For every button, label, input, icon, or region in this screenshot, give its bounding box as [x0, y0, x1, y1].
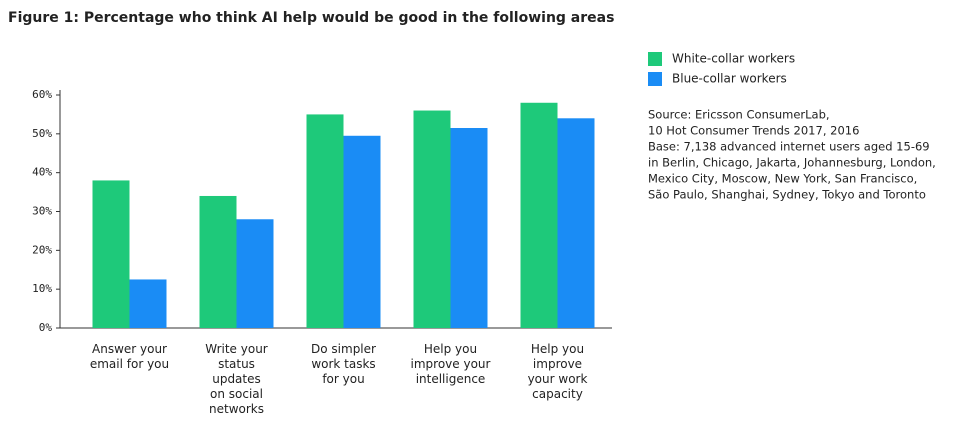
bar — [236, 219, 274, 328]
bar — [557, 118, 595, 328]
x-tick-label: Do simpler work tasks for you — [311, 342, 376, 386]
source-note: 10 Hot Consumer Trends 2017, 2016 — [648, 124, 859, 138]
source-note: Mexico City, Moscow, New York, San Franc… — [648, 172, 917, 186]
legend-swatch — [648, 72, 662, 86]
legend-label: Blue-collar workers — [672, 72, 787, 86]
y-tick-label: 20% — [32, 243, 52, 256]
x-tick-label: Help you improve your work capacity — [527, 342, 588, 401]
y-tick-label: 60% — [32, 88, 52, 101]
bar — [92, 180, 130, 328]
bar — [199, 195, 237, 328]
bar — [343, 135, 381, 328]
x-tick-label: Write your status updates on social netw… — [205, 342, 268, 416]
chart-title: Figure 1: Percentage who think AI help w… — [8, 10, 614, 26]
y-tick-label: 30% — [32, 205, 52, 218]
legend-swatch — [648, 52, 662, 66]
bar — [520, 102, 558, 329]
source-note: Source: Ericsson ConsumerLab, — [648, 108, 830, 122]
source-note: in Berlin, Chicago, Jakarta, Johannesbur… — [648, 156, 936, 170]
source-note: Base: 7,138 advanced internet users aged… — [648, 140, 930, 154]
bar — [450, 128, 488, 328]
x-tick-label: Answer your email for you — [89, 342, 170, 371]
bar — [306, 114, 344, 329]
y-tick-label: 10% — [32, 282, 52, 295]
bar — [413, 110, 451, 329]
y-tick-label: 50% — [32, 127, 52, 140]
legend-label: White-collar workers — [672, 52, 795, 66]
source-note: São Paulo, Shanghai, Sydney, Tokyo and T… — [648, 188, 926, 202]
y-tick-label: 0% — [39, 321, 53, 334]
x-tick-label: Help you improve your intelligence — [410, 342, 491, 386]
bar — [129, 279, 167, 328]
y-tick-label: 40% — [32, 166, 52, 179]
